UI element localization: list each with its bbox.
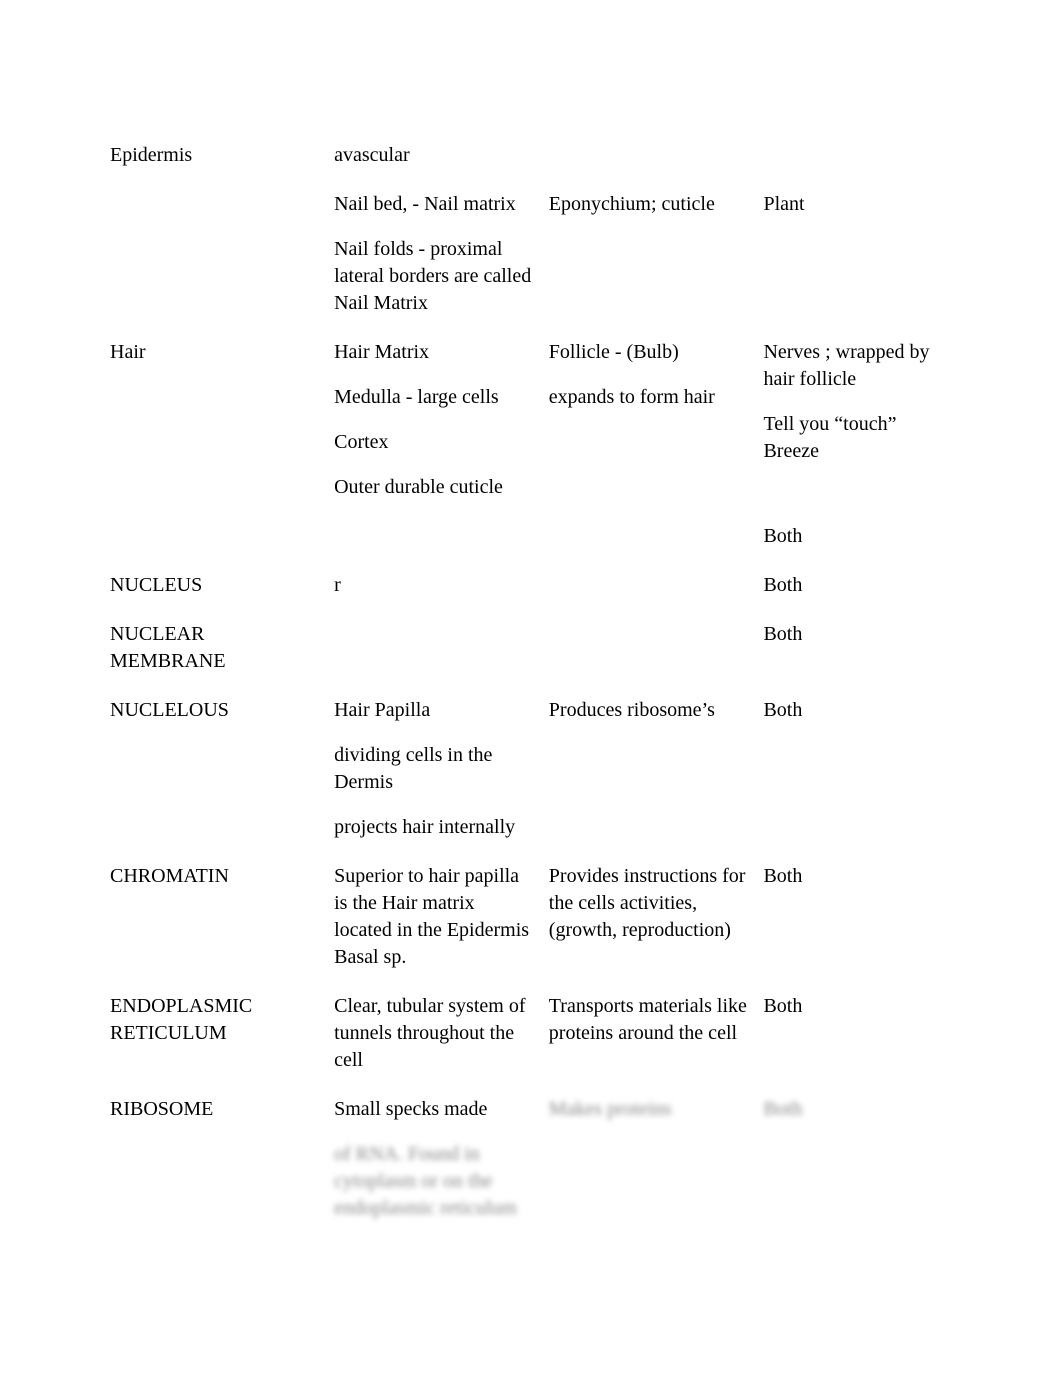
cell-text: Plant [763, 191, 948, 218]
cell-text: Both [763, 621, 948, 648]
table-row: Epidermis avascular [104, 134, 958, 177]
cell-c1: Epidermis [104, 134, 328, 177]
cell-c3: Provides instructions for the cells acti… [543, 855, 758, 979]
cell-text: NUCLEUS [110, 572, 318, 599]
cell-text: NUCLEAR MEMBRANE [110, 621, 318, 675]
cell-c3: Makes proteins [543, 1088, 758, 1230]
table-row: ENDOPLASMIC RETICULUM Clear, tubular sys… [104, 985, 958, 1082]
cell-text: Nail folds - proximal lateral borders ar… [334, 236, 533, 317]
cell-text: Medulla - large cells [334, 384, 533, 411]
cell-c3 [543, 515, 758, 558]
cell-c4: Both [757, 515, 958, 558]
table-row: Both [104, 515, 958, 558]
cell-text: expands to form hair [549, 384, 748, 411]
table-row: RIBOSOME Small specks made of RNA. Found… [104, 1088, 958, 1230]
cell-text: Both [763, 523, 948, 550]
cell-text: Hair [110, 339, 318, 366]
cell-c1: NUCLELOUS [104, 689, 328, 849]
cell-c1 [104, 183, 328, 325]
cell-c2 [328, 515, 543, 558]
cell-c1: NUCLEUS [104, 564, 328, 607]
cell-text: NUCLELOUS [110, 697, 318, 724]
cell-text: Small specks made [334, 1096, 533, 1123]
cell-c4: Both [757, 1088, 958, 1230]
cell-c4 [757, 134, 958, 177]
cell-c3: Produces ribosome’s [543, 689, 758, 849]
document-page: Epidermis avascular Nail bed, - Nail [0, 0, 1062, 1296]
cell-c2: r [328, 564, 543, 607]
blurred-text: Both [763, 1096, 948, 1123]
cell-c4: Both [757, 855, 958, 979]
cell-text: Follicle - (Bulb) [549, 339, 748, 366]
cell-c3 [543, 564, 758, 607]
cell-c2: avascular [328, 134, 543, 177]
cell-c1: ENDOPLASMIC RETICULUM [104, 985, 328, 1082]
cell-c4: Both [757, 689, 958, 849]
table-row: Hair Hair Matrix Medulla - large cells C… [104, 331, 958, 509]
cell-text: Both [763, 572, 948, 599]
cell-text: RIBOSOME [110, 1096, 318, 1123]
cell-c3 [543, 134, 758, 177]
cell-c4: Both [757, 613, 958, 683]
content-table: Epidermis avascular Nail bed, - Nail [104, 128, 958, 1236]
cell-c1: CHROMATIN [104, 855, 328, 979]
table-row: NUCLEAR MEMBRANE Both [104, 613, 958, 683]
cell-c2: Superior to hair papilla is the Hair mat… [328, 855, 543, 979]
cell-text: Outer durable cuticle [334, 474, 533, 501]
cell-c1: RIBOSOME [104, 1088, 328, 1230]
cell-text: CHROMATIN [110, 863, 318, 890]
cell-text: dividing cells in the Dermis [334, 742, 533, 796]
cell-text: Nerves ; wrapped by hair follicle [763, 339, 948, 393]
blurred-text: of RNA. Found in cytoplasm or on the end… [334, 1141, 533, 1222]
cell-c4: Plant [757, 183, 958, 325]
cell-text: Provides instructions for the cells acti… [549, 863, 748, 944]
cell-c3: Follicle - (Bulb) expands to form hair [543, 331, 758, 509]
cell-c1: Hair [104, 331, 328, 509]
cell-c2: Small specks made of RNA. Found in cytop… [328, 1088, 543, 1230]
table-row: CHROMATIN Superior to hair papilla is th… [104, 855, 958, 979]
cell-text: Hair Papilla [334, 697, 533, 724]
cell-text: Hair Matrix [334, 339, 533, 366]
cell-text: Cortex [334, 429, 533, 456]
cell-c2: Hair Papilla dividing cells in the Dermi… [328, 689, 543, 849]
table-row: NUCLELOUS Hair Papilla dividing cells in… [104, 689, 958, 849]
cell-text: Produces ribosome’s [549, 697, 748, 724]
cell-text: avascular [334, 142, 533, 169]
cell-c4: Both [757, 564, 958, 607]
cell-text: Both [763, 863, 948, 890]
cell-c4: Both [757, 985, 958, 1082]
cell-text: Both [763, 697, 948, 724]
cell-text: Eponychium; cuticle [549, 191, 748, 218]
blurred-text: Makes proteins [549, 1096, 748, 1123]
table-row: Nail bed, - Nail matrix Nail folds - pro… [104, 183, 958, 325]
cell-text: Clear, tubular system of tunnels through… [334, 993, 533, 1074]
cell-c3: Eponychium; cuticle [543, 183, 758, 325]
cell-c2: Clear, tubular system of tunnels through… [328, 985, 543, 1082]
cell-c4: Nerves ; wrapped by hair follicle Tell y… [757, 331, 958, 509]
cell-text: Transports materials like proteins aroun… [549, 993, 748, 1047]
cell-c2 [328, 613, 543, 683]
cell-c2: Hair Matrix Medulla - large cells Cortex… [328, 331, 543, 509]
cell-text: r [334, 572, 533, 599]
cell-c3: Transports materials like proteins aroun… [543, 985, 758, 1082]
cell-text: Superior to hair papilla is the Hair mat… [334, 863, 533, 971]
cell-text: Nail bed, - Nail matrix [334, 191, 533, 218]
cell-text: Both [763, 993, 948, 1020]
table-row: NUCLEUS r Both [104, 564, 958, 607]
cell-text: Tell you “touch” Breeze [763, 411, 948, 465]
cell-text: projects hair internally [334, 814, 533, 841]
cell-c1 [104, 515, 328, 558]
cell-c3 [543, 613, 758, 683]
cell-c1: NUCLEAR MEMBRANE [104, 613, 328, 683]
cell-text: ENDOPLASMIC RETICULUM [110, 993, 318, 1047]
cell-text: Epidermis [110, 142, 318, 169]
cell-c2: Nail bed, - Nail matrix Nail folds - pro… [328, 183, 543, 325]
